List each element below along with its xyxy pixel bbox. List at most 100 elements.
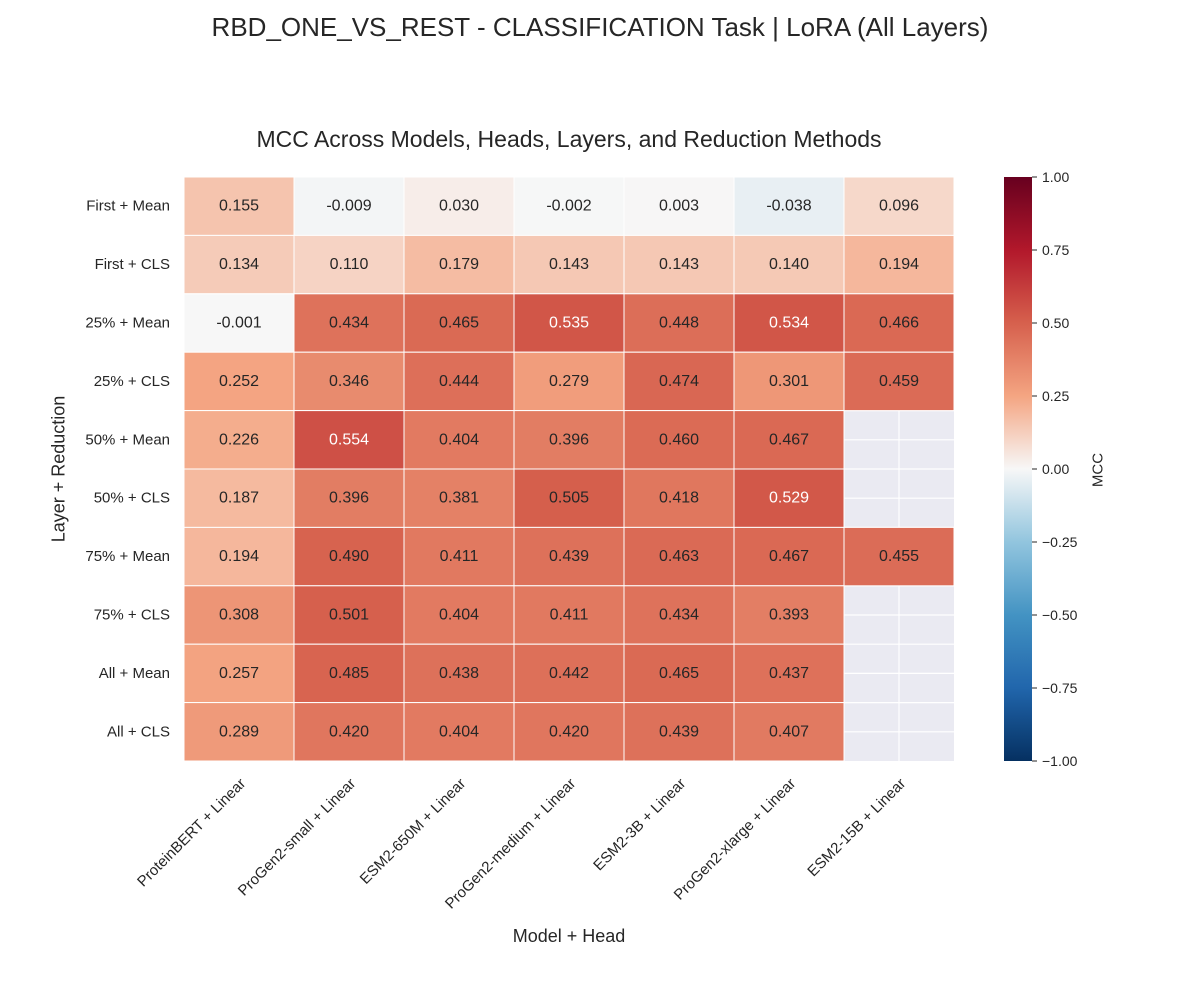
heatmap-cell [293, 234, 405, 295]
heatmap-cell [293, 526, 405, 587]
x-tick-label: ProteinBERT + Linear [134, 775, 249, 890]
y-tick-label: 75% + Mean [85, 548, 170, 565]
cell-value-label: 0.226 [219, 431, 259, 448]
heatmap-cell [183, 643, 295, 704]
cell-value-label: 0.143 [549, 256, 589, 273]
cell-value-label: 0.411 [440, 548, 479, 565]
heatmap-cell [183, 176, 295, 236]
cell-value-label: 0.096 [879, 198, 919, 215]
cell-value-label: 0.434 [659, 607, 699, 624]
heatmap-cell [623, 351, 735, 412]
cell-value-label: 0.490 [329, 548, 369, 565]
heatmap-cell [183, 702, 295, 762]
figure-title: RBD_ONE_VS_REST - CLASSIFICATION Task | … [211, 12, 989, 42]
cell-value-label: 0.529 [769, 490, 809, 507]
heatmap-cell [513, 643, 625, 704]
heatmap-cell [843, 351, 955, 412]
heatmap-cell [403, 585, 515, 645]
colorbar-tick-label: 0.25 [1042, 388, 1069, 404]
heatmap-cell [183, 585, 295, 645]
x-tick-label: ProGen2-small + Linear [235, 775, 359, 899]
heatmap-cell [293, 702, 405, 762]
heatmap-cell [403, 410, 515, 470]
heatmap-cell [623, 585, 735, 645]
heatmap-cell [733, 234, 845, 295]
y-tick-label: First + Mean [86, 198, 170, 215]
cell-value-label: -0.002 [546, 198, 591, 215]
cell-value-label: 0.393 [769, 607, 809, 624]
y-tick-label: 50% + Mean [85, 431, 170, 448]
cell-value-label: 0.467 [769, 431, 809, 448]
cell-value-label: 0.396 [329, 490, 369, 507]
cell-value-label: 0.467 [769, 548, 809, 565]
cell-value-label: 0.437 [769, 665, 809, 682]
heatmap-cell [513, 234, 625, 295]
heatmap-cell [733, 293, 845, 353]
cell-value-label: 0.438 [439, 665, 479, 682]
x-axis-label: Model + Head [512, 926, 626, 946]
cell-value-label: 0.474 [659, 373, 699, 390]
colorbar-tick-label: −0.75 [1042, 680, 1078, 696]
cell-value-label: 0.459 [879, 373, 919, 390]
heatmap-cell [403, 351, 515, 412]
cell-value-label: 0.444 [439, 373, 479, 390]
heatmap-cell [623, 176, 735, 236]
cell-value-label: 0.346 [329, 373, 369, 390]
colorbar-tick-label: 0.75 [1042, 242, 1069, 258]
cell-value-label: 0.455 [879, 548, 919, 565]
cell-value-label: 0.187 [219, 490, 259, 507]
cell-value-label: 0.301 [769, 373, 809, 390]
heatmap-cell [513, 702, 625, 762]
heatmap-cell [733, 702, 845, 762]
cell-value-label: 0.030 [439, 198, 479, 215]
heatmap-cell [293, 176, 405, 236]
cell-value-label: 0.143 [659, 256, 699, 273]
cell-value-label: -0.038 [766, 198, 811, 215]
heatmap-cell [623, 702, 735, 762]
heatmap-cell [513, 526, 625, 587]
cell-value-label: 0.003 [659, 198, 699, 215]
cell-value-label: 0.466 [879, 315, 919, 332]
heatmap-cell [513, 351, 625, 412]
heatmap-cell [843, 526, 955, 587]
cell-value-label: 0.434 [329, 315, 369, 332]
cell-value-label: 0.404 [439, 431, 479, 448]
cell-value-label: 0.465 [439, 315, 479, 332]
cell-value-label: 0.418 [659, 490, 699, 507]
x-tick-label: ESM2-15B + Linear [804, 775, 909, 880]
cell-value-label: 0.439 [549, 548, 589, 565]
cell-value-label: 0.194 [879, 256, 919, 273]
cell-value-label: 0.420 [549, 723, 589, 740]
heatmap-cell [183, 234, 295, 295]
cell-value-label: -0.001 [216, 315, 261, 332]
cell-value-label: 0.404 [439, 607, 479, 624]
colorbar-tick-label: −1.00 [1042, 753, 1078, 769]
cell-value-label: 0.110 [330, 256, 369, 273]
colorbar-tick-label: −0.50 [1042, 607, 1078, 623]
heatmap-cell [843, 293, 955, 353]
heatmap-cell [403, 526, 515, 587]
colorbar-label: MCC [1089, 452, 1107, 488]
cell-value-label: 0.442 [549, 665, 589, 682]
heatmap-cell [403, 643, 515, 704]
cell-value-label: 0.485 [329, 665, 369, 682]
cell-value-label: 0.534 [769, 315, 809, 332]
heatmap-cell [183, 410, 295, 470]
heatmap-cell [623, 643, 735, 704]
heatmap-cell [733, 643, 845, 704]
heatmap-cell [843, 234, 955, 295]
colorbar-tick-label: −0.25 [1042, 534, 1078, 550]
y-tick-label: All + Mean [99, 665, 170, 682]
x-tick-label: ESM2-3B + Linear [590, 775, 689, 874]
heatmap-cell [513, 176, 625, 236]
cell-value-label: 0.134 [219, 256, 259, 273]
heatmap-cell [293, 351, 405, 412]
cell-value-label: 0.289 [219, 723, 259, 740]
y-axis-label: Layer + Reduction [48, 395, 69, 543]
heatmap-cell [293, 468, 405, 528]
cell-value-label: 0.252 [219, 373, 259, 390]
cell-value-label: 0.257 [219, 665, 259, 682]
cell-value-label: 0.420 [329, 723, 369, 740]
